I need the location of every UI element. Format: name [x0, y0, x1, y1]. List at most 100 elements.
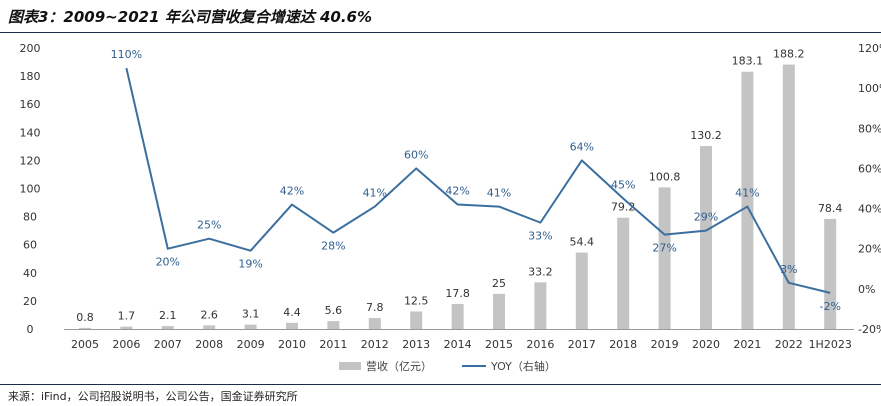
- x-axis-tick-label: 2019: [651, 338, 679, 351]
- revenue-bar-label: 130.2: [690, 129, 722, 142]
- x-axis-tick-label: 2008: [195, 338, 223, 351]
- left-axis-tick-label: 0: [27, 323, 34, 336]
- left-axis-tick-label: 100: [20, 183, 41, 196]
- revenue-bar-label: 33.2: [528, 265, 553, 278]
- revenue-bar: [327, 321, 340, 329]
- source-note: 来源：iFind，公司招股说明书，公司公告，国金证券研究所: [8, 390, 298, 403]
- x-axis-tick-label: 2009: [237, 338, 265, 351]
- legend-bar-label: 营收（亿元）: [366, 359, 432, 373]
- left-axis-tick-label: 140: [20, 126, 41, 139]
- revenue-bar-label: 3.1: [242, 308, 260, 321]
- revenue-bar: [244, 324, 257, 329]
- right-axis-tick-label: 20%: [858, 243, 881, 256]
- left-axis-tick-label: 180: [20, 70, 41, 83]
- revenue-bar-label: 54.4: [570, 236, 595, 249]
- x-axis-tick-label: 2013: [402, 338, 430, 351]
- x-axis-tick-label: 2014: [444, 338, 472, 351]
- revenue-bar-label: 188.2: [773, 48, 805, 61]
- yoy-line-layer: [125, 67, 831, 294]
- chart-title: 图表3：2009~2021 年公司营收复合增速达 40.6%: [8, 8, 372, 26]
- revenue-bar: [700, 146, 712, 329]
- left-y-axis: 0 20 40 60 80 100 120 140 160 180 200: [20, 42, 41, 336]
- left-axis-tick-label: 40: [23, 267, 37, 280]
- x-axis-tick-label: 2006: [112, 338, 140, 351]
- x-axis-tick-label: 2018: [609, 338, 637, 351]
- revenue-bar: [617, 217, 630, 329]
- revenue-bar: [658, 187, 671, 329]
- revenue-bars: [79, 64, 837, 329]
- right-axis-tick-label: 0%: [858, 283, 875, 296]
- revenue-bar-label: 2.1: [159, 309, 177, 322]
- left-axis-tick-label: 120: [20, 154, 41, 167]
- revenue-bar-label: 0.8: [76, 311, 94, 324]
- revenue-bar-label: 25: [492, 277, 506, 290]
- x-axis-tick-label: 2021: [733, 338, 761, 351]
- revenue-bar: [368, 318, 381, 329]
- title-divider: [0, 32, 881, 33]
- x-axis-tick-label: 2020: [692, 338, 720, 351]
- revenue-bar: [203, 325, 216, 329]
- revenue-bar: [120, 326, 133, 329]
- revenue-bar: [79, 327, 91, 329]
- x-axis-tick-label: 1H2023: [809, 338, 852, 351]
- right-axis-tick-label: 100%: [858, 82, 881, 95]
- right-axis-tick-label: 60%: [858, 162, 881, 175]
- revenue-bar-label: 1.7: [118, 310, 136, 323]
- yoy-point-label: 42%: [280, 185, 304, 198]
- right-axis-tick-label: 40%: [858, 203, 881, 216]
- yoy-line-labels: 110% 20% 25% 19% 42% 28% 41% 60% 42% 41% 33% 64% 45%…: [111, 48, 841, 313]
- revenue-bar: [534, 282, 547, 329]
- revenue-bar: [493, 293, 505, 329]
- yoy-point-label: 41%: [487, 187, 511, 200]
- yoy-point-label: 20%: [156, 256, 180, 269]
- revenue-bar-label: 7.8: [366, 301, 384, 314]
- right-axis-tick-label: 120%: [858, 42, 881, 55]
- left-axis-tick-label: 60: [23, 239, 37, 252]
- revenue-bar: [161, 326, 174, 329]
- yoy-point-label: 64%: [570, 140, 594, 153]
- yoy-point-label: 45%: [611, 179, 635, 192]
- revenue-yoy-chart: 0 20 40 60 80 100 120 140 160 180 200 -20% 0% 20% 40%…: [20, 42, 881, 373]
- yoy-point-label: 41%: [735, 187, 759, 200]
- yoy-line: [125, 67, 831, 294]
- yoy-point-label: 28%: [321, 240, 345, 253]
- x-axis-tick-label: 2005: [71, 338, 99, 351]
- yoy-point-label: 110%: [111, 48, 142, 61]
- revenue-bar-label: 183.1: [732, 55, 764, 68]
- left-axis-tick-label: 160: [20, 98, 41, 111]
- left-axis-tick-label: 80: [23, 211, 37, 224]
- revenue-bar: [741, 71, 754, 329]
- yoy-point-label: 19%: [238, 258, 262, 271]
- revenue-bar-label: 78.4: [818, 202, 843, 215]
- x-axis: 2005 2006 2007 2008 2009 2010 2011 2012 2013 2014…: [64, 329, 854, 351]
- revenue-bar: [782, 64, 795, 329]
- x-axis-tick-label: 2022: [775, 338, 803, 351]
- right-axis-tick-label: 80%: [858, 122, 881, 135]
- yoy-point-label: 42%: [445, 185, 469, 198]
- revenue-bar-labels: 0.8 1.7 2.1 2.6 3.1 4.4 5.6 7.8 12.5 17.8 25 33.2 54…: [76, 48, 842, 324]
- yoy-point-label: 41%: [363, 187, 387, 200]
- revenue-bar: [286, 322, 298, 329]
- source-divider: [0, 384, 881, 385]
- revenue-bar: [824, 218, 837, 329]
- x-axis-tick-label: 2016: [526, 338, 554, 351]
- yoy-point-label: -2%: [819, 300, 840, 313]
- revenue-bar-label: 2.6: [200, 308, 218, 321]
- legend-bar-swatch: [339, 362, 361, 370]
- x-axis-tick-label: 2010: [278, 338, 306, 351]
- x-axis-tick-label: 2015: [485, 338, 513, 351]
- revenue-bar: [410, 311, 423, 329]
- left-axis-tick-label: 200: [20, 42, 41, 55]
- right-axis-tick-label: -20%: [858, 323, 881, 336]
- revenue-bar: [575, 252, 588, 329]
- x-axis-tick-label: 2007: [154, 338, 182, 351]
- yoy-point-label: 25%: [197, 219, 221, 232]
- revenue-bar-label: 12.5: [404, 294, 429, 307]
- right-y-axis: -20% 0% 20% 40% 60% 80% 100% 120%: [858, 42, 881, 336]
- x-axis-tick-label: 2017: [568, 338, 596, 351]
- yoy-point-label: 60%: [404, 148, 428, 161]
- x-axis-tick-label: 2012: [361, 338, 389, 351]
- yoy-point-label: 29%: [694, 211, 718, 224]
- legend-line-label: YOY（右轴）: [490, 359, 556, 373]
- yoy-point-label: 3%: [780, 263, 797, 276]
